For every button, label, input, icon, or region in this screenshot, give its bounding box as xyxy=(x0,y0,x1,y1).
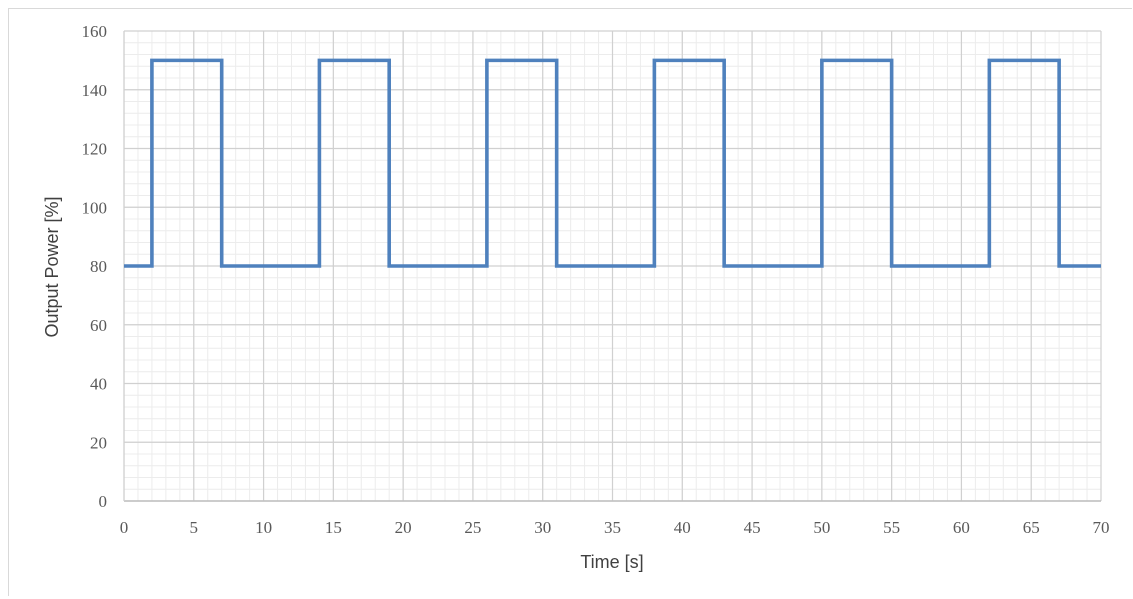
y-tick-label: 120 xyxy=(82,140,108,159)
x-tick-label: 30 xyxy=(534,518,551,537)
y-tick-label: 100 xyxy=(82,198,108,217)
y-tick-label: 140 xyxy=(82,81,108,100)
chart-frame xyxy=(8,8,1132,596)
x-tick-label: 45 xyxy=(744,518,761,537)
y-tick-label: 0 xyxy=(99,492,108,511)
x-tick-label: 25 xyxy=(464,518,481,537)
y-axis-title: Output Power [%] xyxy=(42,196,62,337)
x-tick-label: 65 xyxy=(1023,518,1040,537)
x-tick-labels: 0 5 10 15 20 25 30 35 40 45 50 55 60 65 70 xyxy=(120,518,1110,537)
series-layer xyxy=(124,58,1101,268)
x-tick-label: 55 xyxy=(883,518,900,537)
y-tick-label: 40 xyxy=(90,375,107,394)
x-tick-label: 15 xyxy=(325,518,342,537)
x-tick-label: 0 xyxy=(120,518,129,537)
y-tick-label: 60 xyxy=(90,316,107,335)
x-tick-label: 20 xyxy=(395,518,412,537)
y-tick-label: 80 xyxy=(90,257,107,276)
x-tick-label: 50 xyxy=(813,518,830,537)
x-tick-label: 5 xyxy=(190,518,199,537)
x-tick-label: 60 xyxy=(953,518,970,537)
y-tick-label: 160 xyxy=(82,22,108,41)
y-tick-label: 20 xyxy=(90,433,107,452)
x-tick-label: 40 xyxy=(674,518,691,537)
x-tick-label: 10 xyxy=(255,518,272,537)
y-tick-labels: 0 20 40 60 80 100 120 140 160 xyxy=(82,22,108,511)
x-axis-title: Time [s] xyxy=(580,552,643,572)
x-tick-label: 35 xyxy=(604,518,621,537)
x-tick-label: 70 xyxy=(1093,518,1110,537)
series-line xyxy=(124,58,1101,268)
